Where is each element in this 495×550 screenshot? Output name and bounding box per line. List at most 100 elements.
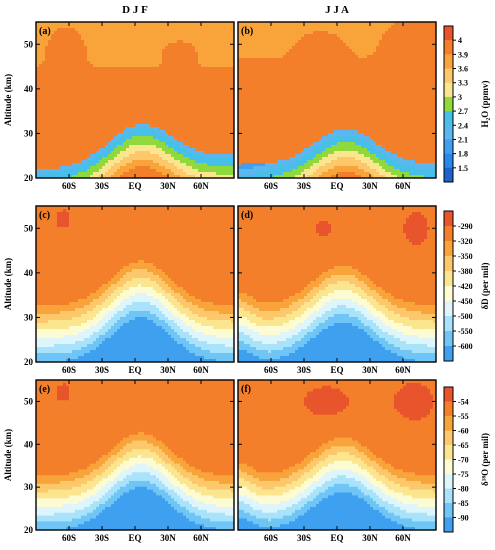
contour-cell — [48, 58, 52, 62]
contour-cell — [141, 136, 145, 140]
contour-cell — [141, 169, 145, 173]
contour-cell — [313, 58, 317, 62]
contour-cell — [201, 49, 205, 53]
contour-cell — [322, 160, 326, 164]
contour-cell — [99, 76, 103, 80]
contour-cell — [247, 49, 251, 53]
contour-cell — [253, 145, 257, 149]
contour-cell — [144, 97, 148, 101]
contour-cell — [129, 142, 133, 146]
contour-cell — [90, 34, 94, 38]
contour-cell — [198, 151, 202, 155]
contour-cell — [228, 133, 232, 137]
contour-cell — [186, 112, 190, 116]
contour-cell — [87, 127, 91, 131]
contour-cell — [105, 55, 109, 59]
contour-cell — [216, 103, 220, 107]
contour-cell — [171, 172, 175, 176]
contour-cell — [54, 88, 58, 92]
contour-cell — [99, 97, 103, 101]
contour-cell — [51, 133, 55, 137]
contour-cell — [66, 166, 70, 170]
contour-cell — [189, 34, 193, 38]
contour-cell — [126, 121, 130, 125]
contour-cell — [123, 115, 127, 119]
contour-cell — [222, 175, 226, 178]
contour-cell — [168, 82, 172, 86]
contour-cell — [219, 163, 223, 167]
contour-cell — [42, 124, 46, 128]
contour-cell — [93, 49, 97, 53]
contour-cell — [292, 34, 296, 38]
contour-cell — [192, 106, 196, 110]
contour-cell — [147, 61, 151, 65]
contour-cell — [207, 130, 211, 134]
contour-cell — [51, 151, 55, 155]
contour-cell — [271, 97, 275, 101]
contour-cell — [48, 76, 52, 80]
contour-cell — [171, 151, 175, 155]
contour-cell — [102, 172, 106, 176]
contour-cell — [198, 118, 202, 122]
contour-cell — [54, 106, 58, 110]
contour-cell — [186, 28, 190, 32]
contour-cell — [174, 121, 178, 125]
contour-cell — [114, 37, 118, 41]
contour-cell — [307, 148, 311, 152]
contour-cell — [66, 124, 70, 128]
contour-cell — [244, 97, 248, 101]
contour-cell — [99, 151, 103, 155]
contour-cell — [132, 124, 136, 128]
contour-cell — [204, 61, 208, 65]
contour-cell — [222, 25, 226, 29]
contour-cell — [147, 112, 151, 116]
contour-cell — [123, 112, 127, 116]
contour-cell — [304, 73, 308, 77]
contour-cell — [123, 46, 127, 50]
contour-cell — [310, 97, 314, 101]
contour-cell — [177, 118, 181, 122]
contour-cell — [126, 70, 130, 74]
contour-cell — [322, 28, 326, 32]
contour-cell — [216, 76, 220, 80]
contour-cell — [316, 76, 320, 80]
contour-cell — [298, 64, 302, 68]
contour-cell — [48, 175, 52, 178]
contour-cell — [298, 166, 302, 170]
contour-cell — [117, 130, 121, 134]
contour-cell — [262, 55, 266, 59]
contour-cell — [250, 109, 254, 113]
contour-cell — [129, 28, 133, 32]
contour-cell — [295, 40, 299, 44]
contour-cell — [274, 64, 278, 68]
contour-cell — [216, 121, 220, 125]
contour-cell — [105, 94, 109, 98]
contour-cell — [120, 175, 124, 178]
contour-cell — [63, 109, 67, 113]
contour-cell — [45, 139, 49, 143]
contour-cell — [289, 46, 293, 50]
contour-cell — [42, 139, 46, 143]
contour-cell — [150, 76, 154, 80]
contour-cell — [256, 151, 260, 155]
contour-cell — [51, 157, 55, 161]
contour-cell — [292, 148, 296, 152]
contour-cell — [210, 136, 214, 140]
contour-cell — [259, 22, 263, 26]
contour-cell — [259, 58, 263, 62]
contour-cell — [189, 112, 193, 116]
contour-cell — [192, 46, 196, 50]
contour-cell — [81, 55, 85, 59]
contour-cell — [277, 40, 281, 44]
contour-cell — [250, 76, 254, 80]
contour-cell — [241, 151, 245, 155]
contour-cell — [213, 127, 217, 131]
contour-cell — [66, 163, 70, 167]
contour-cell — [93, 160, 97, 164]
contour-cell — [253, 43, 257, 47]
contour-cell — [177, 40, 181, 44]
contour-cell — [216, 115, 220, 119]
contour-cell — [259, 145, 263, 149]
contour-cell — [108, 37, 112, 41]
contour-cell — [129, 136, 133, 140]
